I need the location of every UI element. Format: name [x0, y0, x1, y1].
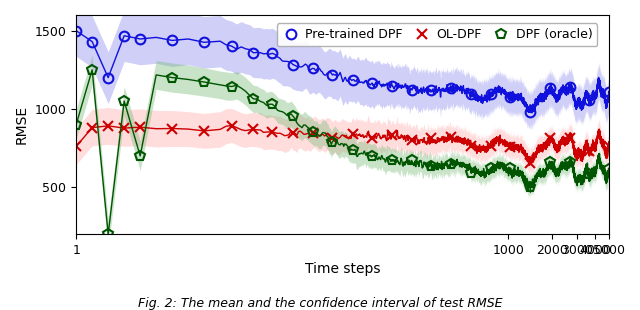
DPF (oracle) [368, 154, 376, 158]
OL-DPF [566, 136, 573, 140]
DPF (oracle) [506, 166, 514, 170]
Line: OL-DPF: OL-DPF [71, 121, 614, 168]
DPF (oracle) [309, 131, 317, 134]
OL-DPF [168, 127, 176, 131]
OL-DPF [586, 149, 593, 153]
Pre-trained DPF [506, 95, 514, 98]
Pre-trained DPF [120, 34, 128, 38]
DPF (oracle) [487, 166, 495, 170]
DPF (oracle) [546, 161, 554, 164]
Pre-trained DPF [200, 40, 208, 44]
Pre-trained DPF [487, 92, 495, 96]
OL-DPF [467, 144, 475, 148]
DPF (oracle) [467, 171, 475, 175]
Pre-trained DPF [104, 76, 112, 79]
Pre-trained DPF [546, 86, 554, 90]
Pre-trained DPF [586, 98, 593, 102]
OL-DPF [228, 124, 236, 127]
OL-DPF [200, 129, 208, 133]
DPF (oracle) [605, 167, 613, 171]
OL-DPF [88, 126, 96, 130]
DPF (oracle) [168, 76, 176, 79]
DPF (oracle) [228, 85, 236, 88]
DPF (oracle) [349, 148, 356, 152]
OL-DPF [388, 133, 396, 136]
OL-DPF [136, 125, 144, 129]
OL-DPF [268, 131, 276, 134]
OL-DPF [368, 137, 376, 140]
Pre-trained DPF [408, 88, 415, 91]
OL-DPF [289, 132, 297, 135]
DPF (oracle) [120, 99, 128, 103]
OL-DPF [506, 145, 514, 149]
Pre-trained DPF [228, 44, 236, 48]
OL-DPF [428, 136, 435, 140]
Pre-trained DPF [368, 81, 376, 85]
Pre-trained DPF [467, 92, 475, 95]
Pre-trained DPF [447, 86, 455, 90]
DPF (oracle) [268, 102, 276, 106]
Pre-trained DPF [349, 78, 356, 82]
OL-DPF [447, 135, 455, 139]
OL-DPF [546, 136, 554, 140]
DPF (oracle) [200, 80, 208, 84]
OL-DPF [526, 161, 534, 165]
OL-DPF [104, 124, 112, 128]
OL-DPF [72, 144, 80, 148]
DPF (oracle) [566, 160, 573, 163]
Legend: Pre-trained DPF, OL-DPF, DPF (oracle): Pre-trained DPF, OL-DPF, DPF (oracle) [276, 24, 597, 46]
Y-axis label: RMSE: RMSE [15, 105, 29, 144]
Line: Pre-trained DPF: Pre-trained DPF [71, 26, 614, 117]
OL-DPF [605, 144, 613, 148]
DPF (oracle) [586, 173, 593, 176]
Pre-trained DPF [328, 73, 336, 77]
Pre-trained DPF [309, 66, 317, 70]
Pre-trained DPF [250, 51, 257, 55]
DPF (oracle) [289, 114, 297, 118]
DPF (oracle) [104, 232, 112, 236]
Pre-trained DPF [88, 40, 96, 43]
DPF (oracle) [447, 162, 455, 166]
Line: DPF (oracle): DPF (oracle) [71, 65, 614, 239]
Pre-trained DPF [268, 51, 276, 55]
DPF (oracle) [408, 158, 415, 162]
OL-DPF [309, 131, 317, 135]
DPF (oracle) [250, 97, 257, 101]
OL-DPF [250, 127, 257, 131]
Pre-trained DPF [428, 89, 435, 92]
Pre-trained DPF [388, 84, 396, 87]
OL-DPF [328, 136, 336, 140]
OL-DPF [349, 132, 356, 136]
DPF (oracle) [88, 68, 96, 72]
Pre-trained DPF [72, 29, 80, 33]
Pre-trained DPF [566, 85, 573, 89]
X-axis label: Time steps: Time steps [305, 262, 380, 277]
DPF (oracle) [388, 159, 396, 162]
DPF (oracle) [428, 164, 435, 167]
OL-DPF [120, 126, 128, 130]
Pre-trained DPF [136, 37, 144, 41]
Pre-trained DPF [168, 38, 176, 42]
DPF (oracle) [136, 154, 144, 158]
Text: Fig. 2: The mean and the confidence interval of test RMSE: Fig. 2: The mean and the confidence inte… [138, 297, 502, 310]
OL-DPF [487, 144, 495, 148]
DPF (oracle) [526, 185, 534, 189]
OL-DPF [408, 139, 415, 142]
Pre-trained DPF [526, 110, 534, 114]
DPF (oracle) [328, 140, 336, 144]
Pre-trained DPF [605, 90, 613, 94]
DPF (oracle) [72, 123, 80, 126]
Pre-trained DPF [289, 63, 297, 66]
